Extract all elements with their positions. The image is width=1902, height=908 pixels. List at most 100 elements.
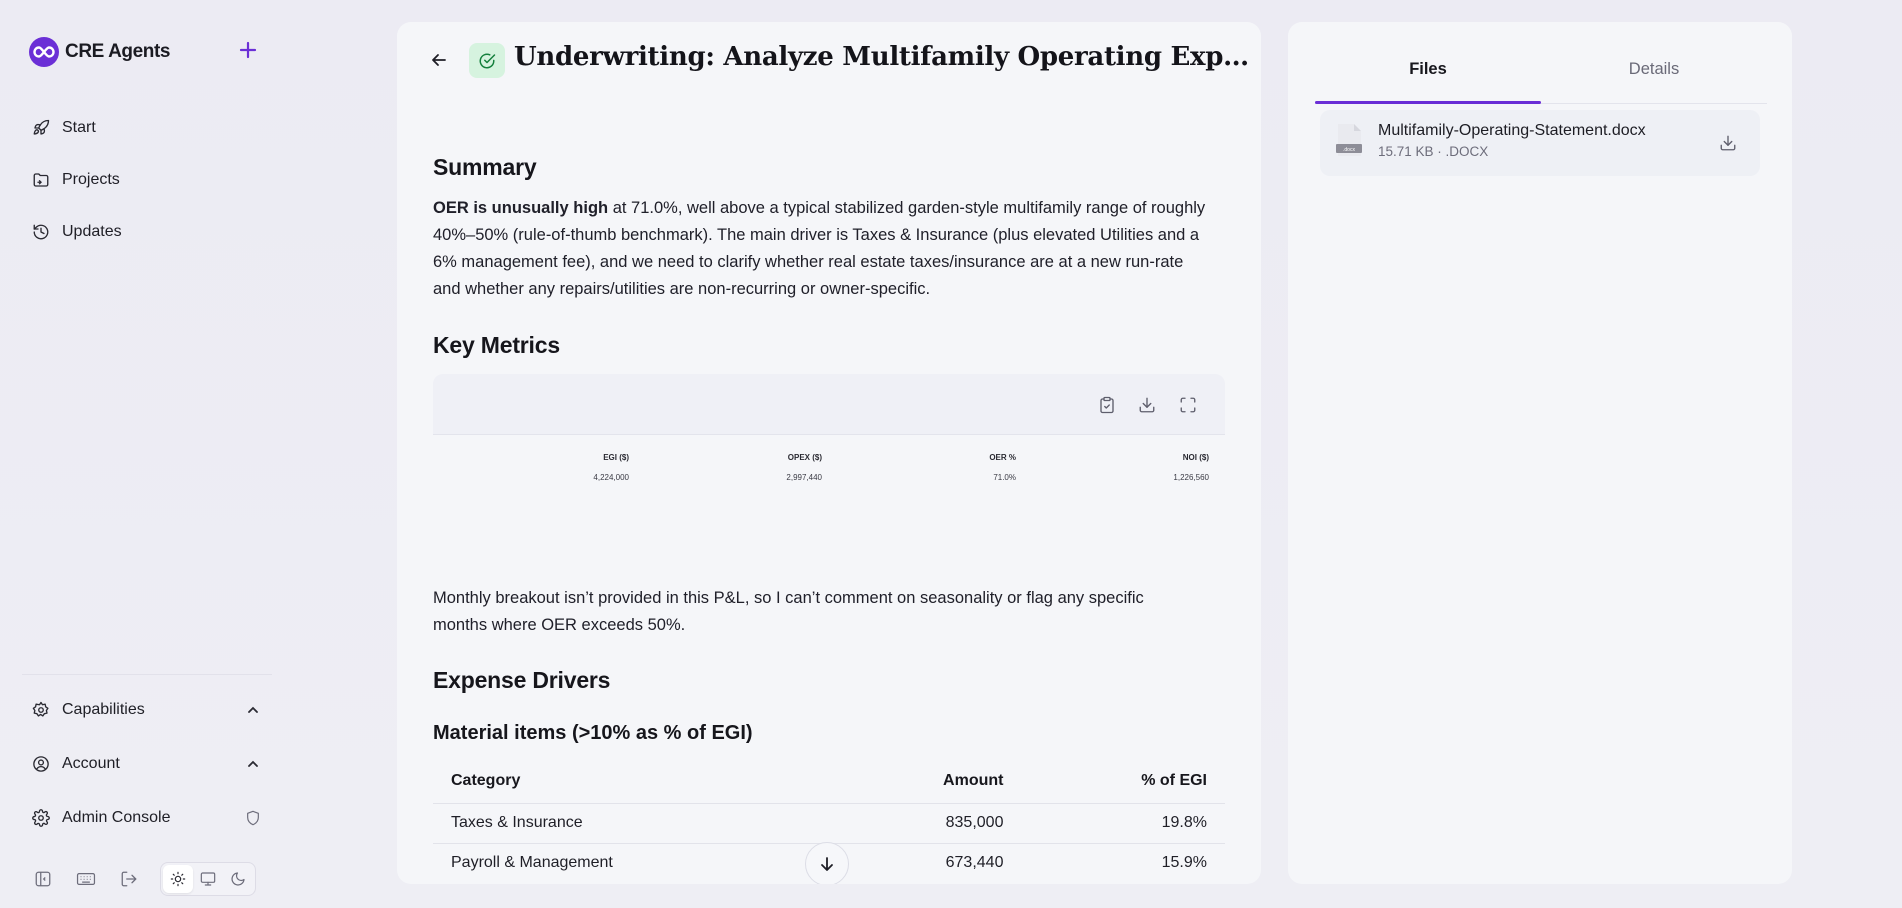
panel-tabs: Files Details [1315, 50, 1767, 104]
secondary-nav: Capabilities Account Admin Console [22, 690, 272, 852]
collapse-sidebar-button[interactable] [28, 864, 58, 894]
theme-dark-button[interactable] [223, 865, 253, 893]
tab-files[interactable]: Files [1315, 50, 1541, 104]
summary-bold-lead: OER is unusually high [433, 199, 609, 217]
theme-system-button[interactable] [193, 865, 223, 893]
sidebar-item-label: Capabilities [62, 701, 145, 718]
task-content-lower: Monthly breakout isn’t provided in this … [433, 585, 1225, 883]
column-header: % of EGI [1141, 771, 1207, 789]
logout-button[interactable] [114, 864, 144, 894]
metric-label: EGI ($) [603, 453, 629, 462]
sidebar-item-start[interactable]: Start [22, 108, 272, 148]
file-name: Multifamily-Operating-Statement.docx [1378, 122, 1646, 139]
metric-noi: NOI ($) 1,226,560 [1173, 453, 1209, 482]
keyboard-icon [76, 873, 96, 885]
material-items-heading: Material items (>10% as % of EGI) [433, 722, 753, 744]
metric-value: 71.0% [993, 473, 1016, 482]
key-metrics-heading: Key Metrics [433, 332, 560, 358]
metric-value: 1,226,560 [1173, 473, 1209, 482]
sidebar-item-label: Updates [62, 223, 122, 240]
clipboard-icon [1100, 396, 1114, 414]
task-content: Summary OER is unusually high at 71.0%, … [433, 132, 1225, 359]
folder-icon [32, 171, 50, 189]
sidebar-item-admin-console[interactable]: Admin Console [22, 798, 272, 838]
metric-value: 2,997,440 [786, 473, 822, 482]
chevron-up-icon[interactable] [244, 755, 262, 773]
monthly-note: Monthly breakout isn’t provided in this … [433, 589, 1144, 634]
new-task-button[interactable] [234, 36, 262, 64]
table-cell: 673,440 [828, 842, 1022, 883]
puzzle-gear-icon [32, 701, 50, 719]
file-item[interactable]: .docx Multifamily-Operating-Statement.do… [1320, 110, 1760, 176]
collapse-sidebar-icon [35, 871, 51, 887]
back-button[interactable] [421, 42, 457, 78]
expense-drivers-table: Category Amount % of EGI Taxes & Insuran… [433, 759, 1225, 883]
expand-table-button[interactable] [1175, 392, 1201, 418]
table-cell: Payroll & Management [433, 842, 829, 883]
sidebar-item-updates[interactable]: Updates [22, 212, 272, 252]
metric-opex: OPEX ($) 2,997,440 [786, 453, 822, 482]
sidebar-footer [28, 862, 256, 896]
monitor-icon [200, 872, 216, 886]
metric-oer: OER % 71.0% [989, 453, 1016, 482]
sidebar-item-label: Account [62, 755, 120, 772]
file-meta: 15.71 KB · .DOCX [1378, 144, 1489, 159]
sidebar-item-label: Start [62, 119, 96, 136]
summary-body: at 71.0%, well above a typical stabilize… [433, 199, 1206, 298]
download-file-button[interactable] [1714, 129, 1742, 157]
table-cell: 19.8% [1021, 802, 1225, 843]
primary-nav: Start Projects Updates [22, 108, 272, 264]
table-row: Taxes & Insurance 835,000 19.8% [433, 802, 1225, 843]
table-cell: 835,000 [828, 802, 1022, 843]
metric-egi: EGI ($) 4,224,000 [593, 453, 629, 482]
download-table-button[interactable] [1134, 392, 1160, 418]
table-row: Payroll & Management 673,440 15.9% [433, 842, 1225, 883]
arrow-left-icon [432, 54, 446, 66]
task-title: Underwriting: Analyze Multifamily Operat… [514, 42, 1254, 72]
sidebar-item-label: Projects [62, 171, 120, 188]
shield-icon [244, 809, 262, 827]
check-circle-icon [479, 53, 496, 68]
keyboard-shortcuts-button[interactable] [71, 864, 101, 894]
download-icon [1139, 397, 1155, 413]
file-thumb-label: .docx [1343, 147, 1355, 153]
tab-details[interactable]: Details [1628, 60, 1680, 78]
sidebar: CRE Agents Start Projects Updates [0, 0, 280, 908]
copy-button[interactable] [1094, 392, 1120, 418]
sidebar-item-capabilities[interactable]: Capabilities [22, 690, 272, 730]
metric-label: NOI ($) [1182, 453, 1209, 462]
sidebar-item-label: Admin Console [62, 809, 171, 826]
task-panel: Underwriting: Analyze Multifamily Operat… [397, 22, 1261, 884]
expense-drivers-heading: Expense Drivers [433, 667, 611, 693]
status-completed-badge [469, 43, 505, 78]
metrics-toolbar [433, 374, 1225, 435]
history-icon [32, 223, 50, 241]
table-cell: 15.9% [1021, 842, 1225, 883]
chevron-up-icon[interactable] [244, 701, 262, 719]
scroll-to-bottom-button[interactable] [805, 842, 849, 884]
expand-icon [1180, 397, 1196, 413]
table-header-row: Category Amount % of EGI [433, 759, 1225, 803]
sun-icon [170, 871, 186, 887]
key-metrics-table: EGI ($) 4,224,000 OPEX ($) 2,997,440 OER… [433, 374, 1225, 564]
sidebar-item-account[interactable]: Account [22, 744, 272, 784]
download-icon [1720, 135, 1736, 151]
brand[interactable]: CRE Agents [29, 37, 170, 67]
summary-heading: Summary [433, 154, 537, 180]
rocket-icon [32, 119, 50, 137]
plus-icon [239, 41, 257, 59]
column-header: Category [451, 771, 521, 789]
logout-icon [121, 871, 137, 887]
files-panel: Files Details .docx Multifamily-Operatin… [1288, 22, 1792, 884]
docx-file-icon: .docx [1336, 123, 1362, 157]
summary-text: OER is unusually high at 71.0%, well abo… [433, 195, 1213, 303]
infinity-logo-icon [29, 37, 59, 67]
sidebar-item-projects[interactable]: Projects [22, 160, 272, 200]
theme-switcher [160, 862, 256, 896]
metrics-columns: EGI ($) 4,224,000 OPEX ($) 2,997,440 OER… [433, 435, 1225, 564]
theme-light-button[interactable] [163, 865, 193, 893]
metric-label: OPEX ($) [787, 453, 822, 462]
column-header: Amount [943, 771, 1004, 789]
user-circle-icon [32, 755, 50, 773]
table-cell: Taxes & Insurance [433, 802, 829, 843]
